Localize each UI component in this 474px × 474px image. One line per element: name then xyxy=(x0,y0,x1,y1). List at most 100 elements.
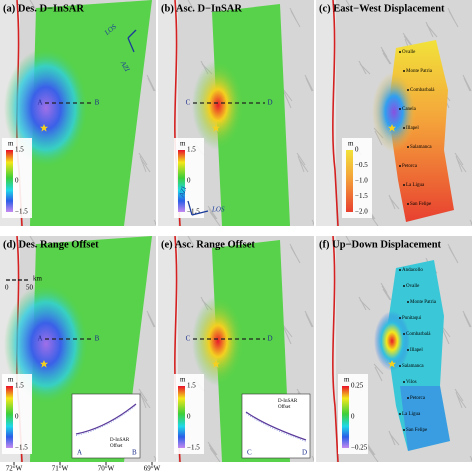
town-name: Punitaqui xyxy=(402,316,422,321)
town xyxy=(399,108,401,110)
colorbar-unit: m xyxy=(348,140,354,148)
panel-title: (d) Des. Range Offset xyxy=(3,239,99,250)
relief xyxy=(382,52,391,65)
relief xyxy=(147,77,155,92)
relief xyxy=(454,152,464,166)
colorbar xyxy=(6,150,13,212)
deformation xyxy=(372,72,416,152)
uplift xyxy=(400,386,450,451)
inset-end: C xyxy=(247,449,252,457)
ocean xyxy=(158,236,178,462)
colorbar-tick-label: −1.5 xyxy=(187,208,200,216)
epicenter xyxy=(212,360,220,368)
town xyxy=(399,413,401,415)
profile-start: A xyxy=(37,335,42,343)
colorbar-tick-label: 0 xyxy=(15,413,19,421)
relief xyxy=(289,243,297,257)
colorbar-tick-label: 0 xyxy=(187,413,191,421)
relief xyxy=(140,394,151,409)
relief xyxy=(388,430,396,446)
town xyxy=(403,429,405,431)
relief xyxy=(289,7,297,21)
town-name: Vilos xyxy=(406,380,417,385)
relief xyxy=(425,21,434,38)
relief xyxy=(208,444,217,456)
relief xyxy=(382,288,391,301)
ocean xyxy=(316,236,336,462)
relief xyxy=(304,310,314,328)
town-name: Monte Patria xyxy=(406,69,433,74)
town xyxy=(399,165,401,167)
colorbar-tick-label: −1.0 xyxy=(355,177,368,185)
colorbar-tick-label: 0 xyxy=(351,413,355,421)
relief xyxy=(282,88,293,102)
epicenter xyxy=(40,360,48,368)
relief xyxy=(380,46,388,58)
relief xyxy=(138,388,148,402)
scale-unit: km xyxy=(33,275,43,283)
deformation xyxy=(374,311,410,371)
town-name: Monte Patria xyxy=(410,300,437,305)
colorbar-tick-label: 0 xyxy=(187,177,191,185)
lon-label: 72°W xyxy=(6,465,23,473)
colorbar xyxy=(178,386,185,448)
colorbar-unit: m xyxy=(8,376,14,384)
ocean xyxy=(158,0,178,226)
relief xyxy=(207,205,218,220)
inset-profile xyxy=(75,403,137,435)
relief xyxy=(311,219,314,225)
town-name: Ovalle xyxy=(406,284,420,289)
colorbar-tick-label: −0.25 xyxy=(351,444,368,452)
relief xyxy=(456,394,467,409)
town xyxy=(403,184,405,186)
relief xyxy=(380,282,388,294)
inset-end: A xyxy=(77,449,82,457)
colorbar-unit: m xyxy=(8,140,14,148)
scale-value: 50 xyxy=(26,284,34,292)
colorbar-tick-label: 0.25 xyxy=(351,382,364,390)
relief xyxy=(153,455,156,461)
relief xyxy=(147,313,155,328)
colorbar-tick-label: 1.5 xyxy=(187,382,196,390)
relief xyxy=(447,7,455,21)
epicenter xyxy=(388,360,396,368)
relief xyxy=(138,152,148,166)
arrow xyxy=(187,200,209,216)
profile-end: B xyxy=(95,99,100,107)
profile-start: A xyxy=(37,99,42,107)
profile-end: D xyxy=(267,335,272,343)
colorbar-tick-label: −1.5 xyxy=(355,192,368,200)
colorbar-tick-label: 1.5 xyxy=(187,146,196,154)
relief xyxy=(146,310,156,328)
colorbar-tick-label: 1.5 xyxy=(15,146,24,154)
relief xyxy=(311,455,314,461)
colorbar xyxy=(178,150,185,212)
town xyxy=(399,317,401,319)
relief xyxy=(388,194,396,210)
town xyxy=(399,269,401,271)
town xyxy=(407,89,409,91)
relief xyxy=(455,155,463,173)
town-name: Andacollo xyxy=(402,268,423,273)
trench xyxy=(332,0,339,226)
relief xyxy=(208,208,217,220)
panel-title: (f) Up−Down Displacement xyxy=(319,239,442,250)
scale-zero: 0 xyxy=(5,284,9,292)
relief xyxy=(207,441,218,456)
colorbar-tick-label: −2.0 xyxy=(355,208,368,216)
relief xyxy=(209,447,221,462)
relief xyxy=(402,32,414,48)
colorbar-tick-label: 0 xyxy=(355,146,359,154)
relief xyxy=(358,60,367,75)
relief xyxy=(146,74,156,92)
relief xyxy=(139,155,147,173)
inset-legend: D-InSAR xyxy=(278,399,298,404)
colorbar-tick-label: −1.5 xyxy=(15,208,28,216)
relief xyxy=(366,444,375,456)
relief xyxy=(283,91,292,109)
trench xyxy=(332,236,339,462)
lon-label: 69°W xyxy=(144,465,161,473)
town xyxy=(403,381,405,383)
relief xyxy=(140,158,151,173)
